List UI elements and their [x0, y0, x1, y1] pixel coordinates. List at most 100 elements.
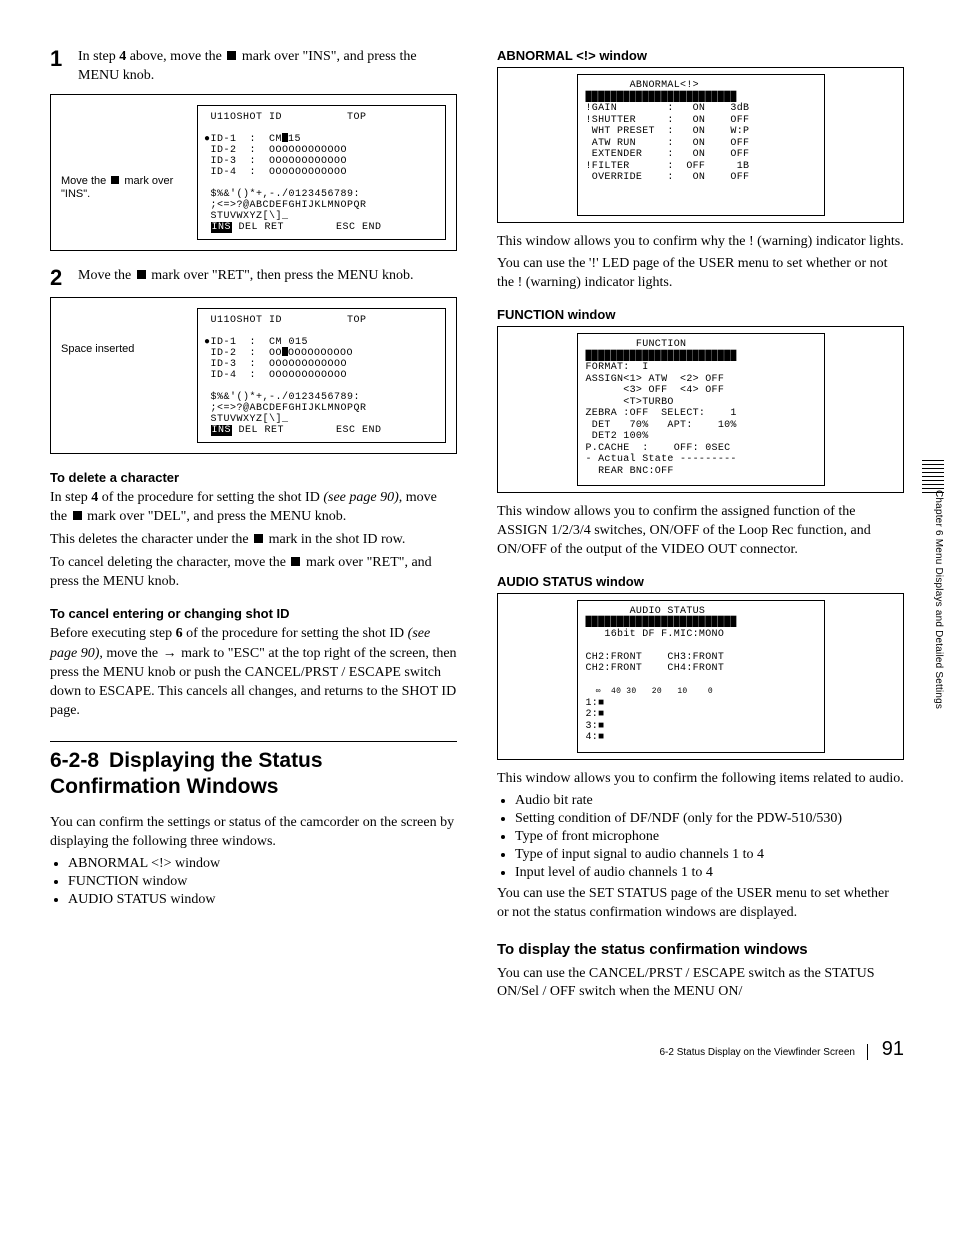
- paragraph: You can use the SET STATUS page of the U…: [497, 885, 904, 923]
- cursor-icon: [282, 133, 288, 142]
- screen-line: U11OSHOT ID TOP: [204, 112, 367, 123]
- list-item: Type of input signal to audio channels 1…: [515, 847, 904, 863]
- screen-line: ID-4 : OOOOOOOOOOOO: [204, 370, 347, 381]
- step-body: In step 4 above, move the mark over "INS…: [78, 48, 457, 86]
- screen-line: FORMAT: I: [586, 362, 649, 373]
- text: above, move the: [126, 49, 225, 64]
- screen-line: CH2:FRONT CH3:FRONT: [586, 652, 725, 663]
- screen-line: 1:■: [586, 698, 605, 709]
- screen-line: ;<=>?@ABCDEFGHIJKLMNOPQR: [204, 200, 367, 211]
- subsection-title: FUNCTION window: [497, 307, 904, 322]
- section-number: 6-2-8: [50, 749, 99, 772]
- lcd-screen: ABNORMAL<!> ████████████████████████ !GA…: [577, 74, 825, 216]
- screen-inverse: INS: [211, 425, 233, 436]
- paragraph: You can confirm the settings or status o…: [50, 814, 457, 852]
- diagram-2: Space inserted U11OSHOT ID TOP ●ID-1 : C…: [50, 297, 457, 454]
- screen-line: CH2:FRONT CH4:FRONT: [586, 663, 725, 674]
- screen-line: OVERRIDE : ON OFF: [586, 172, 750, 183]
- screen-line: STUVWXYZ[\]_: [204, 414, 289, 425]
- screen-line: EXTENDER : ON OFF: [586, 149, 750, 160]
- list-item: Type of front microphone: [515, 829, 904, 845]
- section-divider: [50, 741, 457, 742]
- diagram-1: Move the mark over "INS". U11OSHOT ID TO…: [50, 94, 457, 251]
- footer-divider: [867, 1044, 868, 1060]
- black-square-icon: [254, 534, 263, 543]
- screen-bar: ████████████████████████: [586, 351, 737, 362]
- text: Move the: [78, 268, 135, 283]
- lcd-screen: U11OSHOT ID TOP ●ID-1 : CM 015 ID-2 : OO…: [197, 308, 446, 443]
- screen-line: WHT PRESET : ON W:P: [586, 126, 750, 137]
- screen-line: ZEBRA :OFF SELECT: 1: [586, 408, 737, 419]
- screen-line: ●ID-1 : CM 015: [204, 337, 308, 348]
- step-body: Move the mark over "RET", then press the…: [78, 267, 457, 286]
- right-column: ABNORMAL <!> window ABNORMAL<!> ████████…: [497, 48, 904, 1006]
- black-square-icon: [111, 176, 119, 184]
- screen-line: !FILTER : OFF 1B: [586, 161, 750, 172]
- list-item: Setting condition of DF/NDF (only for th…: [515, 811, 904, 827]
- list-item: AUDIO STATUS window: [68, 892, 457, 908]
- list-item: ABNORMAL <!> window: [68, 856, 457, 872]
- bullet-list: Audio bit rate Setting condition of DF/N…: [497, 793, 904, 881]
- screen-line: ID-3 : OOOOOOOOOOOO: [204, 359, 347, 370]
- chapter-side-label: Chapter 6 Menu Displays and Detailed Set…: [933, 490, 944, 709]
- screen-line: ;<=>?@ABCDEFGHIJKLMNOPQR: [204, 403, 367, 414]
- list-item: Input level of audio channels 1 to 4: [515, 865, 904, 881]
- text: Before executing step: [50, 626, 176, 641]
- screen-line: 16bit DF F.MIC:MONO: [586, 629, 725, 640]
- screen-line: - Actual State ---------: [586, 454, 737, 465]
- screen-line: P.CACHE : OFF: 0SEC: [586, 443, 731, 454]
- lcd-screen: AUDIO STATUS ████████████████████████ 16…: [577, 600, 825, 753]
- step-1: 1 In step 4 above, move the mark over "I…: [50, 48, 457, 86]
- screen-line: $%&'()*+,-./0123456789:: [204, 189, 360, 200]
- text-bold: 6: [176, 626, 183, 641]
- black-square-icon: [227, 51, 236, 60]
- page-ref: (see page 90): [323, 490, 398, 505]
- text: of the procedure for setting the shot ID: [98, 490, 323, 505]
- paragraph: This window allows you to confirm the as…: [497, 503, 904, 560]
- screen-line: 15: [288, 134, 301, 145]
- screen-line: 4:■: [586, 732, 605, 743]
- right-arrow-icon: →: [163, 643, 177, 662]
- diagram-note: Space inserted: [61, 308, 181, 356]
- paragraph: You can use the '!' LED page of the USER…: [497, 255, 904, 293]
- screen-line: [204, 425, 211, 436]
- paragraph: This window allows you to confirm why th…: [497, 233, 904, 252]
- screen-line: ID-4 : OOOOOOOOOOOO: [204, 167, 347, 178]
- screen-line: <T>TURBO: [586, 397, 674, 408]
- screen-line: $%&'()*+,-./0123456789:: [204, 392, 360, 403]
- paragraph: To cancel deleting the character, move t…: [50, 554, 457, 592]
- screen-line: STUVWXYZ[\]_: [204, 211, 289, 222]
- screen-line: OOOOOOOOOO: [288, 348, 353, 359]
- subsection-title: ABNORMAL <!> window: [497, 48, 904, 63]
- screen-line: !GAIN : ON 3dB: [586, 103, 750, 114]
- list-item: FUNCTION window: [68, 874, 457, 890]
- paragraph: Before executing step 6 of the procedure…: [50, 625, 457, 721]
- screen-line: 3:■: [586, 721, 605, 732]
- text: mark in the shot ID row.: [265, 532, 405, 547]
- window-function: FUNCTION ████████████████████████ FORMAT…: [497, 326, 904, 493]
- screen-line: REAR BNC:OFF: [586, 466, 674, 477]
- screen-line: ATW RUN : ON OFF: [586, 138, 750, 149]
- screen-line: DET 70% APT: 10%: [586, 420, 737, 431]
- section-heading: 6-2-8Displaying the Status Confirmation …: [50, 748, 457, 801]
- screen-line: [204, 222, 211, 233]
- step-number: 1: [50, 48, 78, 70]
- text: In step: [78, 49, 119, 64]
- cursor-icon: [282, 347, 288, 356]
- paragraph: In step 4 of the procedure for setting t…: [50, 489, 457, 527]
- text: mark over "RET", then press the MENU kno…: [148, 268, 414, 283]
- page-number: 91: [882, 1038, 904, 1060]
- left-column: 1 In step 4 above, move the mark over "I…: [50, 48, 457, 1006]
- page-footer: 6-2 Status Display on the Viewfinder Scr…: [50, 1038, 904, 1061]
- screen-line: !SHUTTER : ON OFF: [586, 115, 750, 126]
- screen-scale: ∞ 40 30 20 10 0: [586, 687, 714, 696]
- screen-line: 2:■: [586, 709, 605, 720]
- window-abnormal: ABNORMAL<!> ████████████████████████ !GA…: [497, 67, 904, 223]
- screen-line: ID-2 : OOOOOOOOOOOO: [204, 145, 347, 156]
- screen-line: <3> OFF <4> OFF: [586, 385, 725, 396]
- black-square-icon: [73, 511, 82, 520]
- text: To cancel deleting the character, move t…: [50, 555, 289, 570]
- list-item: Audio bit rate: [515, 793, 904, 809]
- step-number: 2: [50, 267, 78, 289]
- screen-line: DEL RET ESC END: [232, 425, 382, 436]
